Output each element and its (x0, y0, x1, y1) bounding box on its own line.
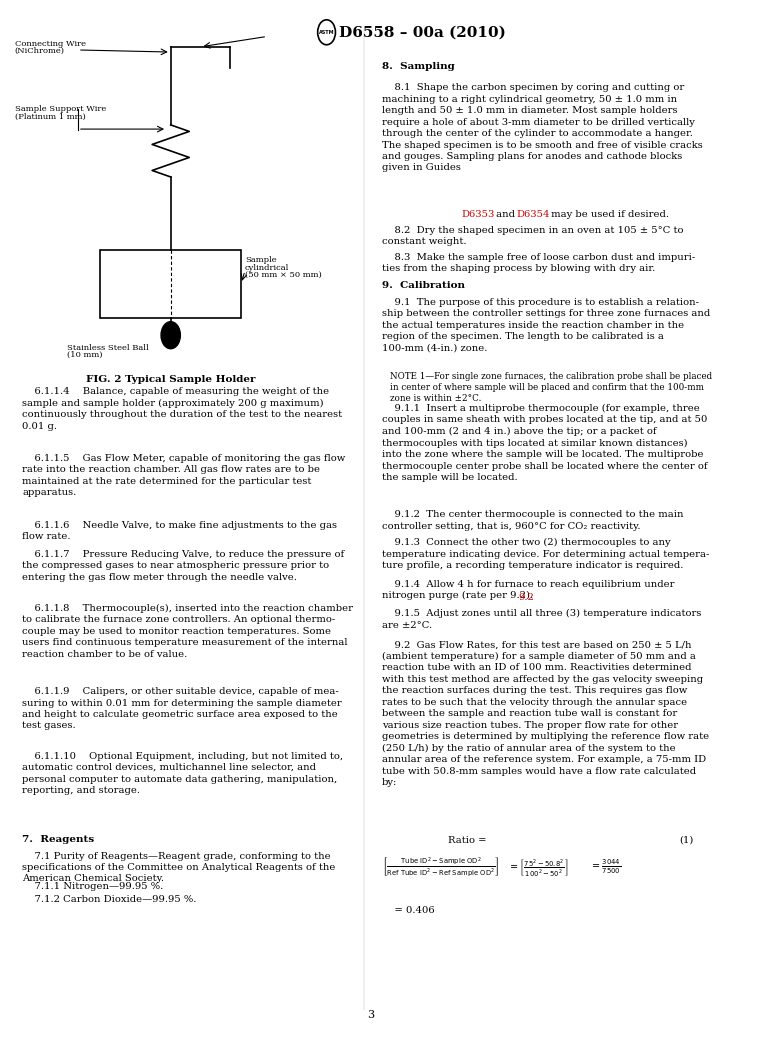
Text: 9.1.4  Allow 4 h for furnace to reach equilibrium under
nitrogen purge (rate per: 9.1.4 Allow 4 h for furnace to reach equ… (382, 580, 675, 601)
Text: (1): (1) (679, 836, 694, 845)
Text: (NiChrome): (NiChrome) (15, 47, 65, 55)
Text: ASTM: ASTM (319, 30, 335, 34)
Text: $\left[\frac{\mathrm{Tube\ ID}^2 - \mathrm{Sample\ OD}^2}{\mathrm{Ref\ Tube\ ID}: $\left[\frac{\mathrm{Tube\ ID}^2 - \math… (382, 856, 499, 879)
Text: 9.1.2  The center thermocouple is connected to the main
controller setting, that: 9.1.2 The center thermocouple is connect… (382, 510, 684, 531)
Text: 9.2  Gas Flow Rates, for this test are based on 250 ± 5 L/h
(ambient temperature: 9.2 Gas Flow Rates, for this test are ba… (382, 640, 710, 787)
Text: 9.1.1  Insert a multiprobe thermocouple (for example, three
couples in same shea: 9.1.1 Insert a multiprobe thermocouple (… (382, 404, 708, 482)
Text: Stainless Steel Ball: Stainless Steel Ball (67, 344, 149, 352)
Text: D6558 – 00a (2010): D6558 – 00a (2010) (339, 25, 506, 40)
Text: FIG. 2 Typical Sample Holder: FIG. 2 Typical Sample Holder (86, 375, 255, 384)
Text: Connecting Wire: Connecting Wire (15, 40, 86, 48)
Text: 3: 3 (367, 1010, 375, 1020)
Text: $= \frac{3044}{7500}$: $= \frac{3044}{7500}$ (590, 858, 622, 877)
Text: 7.  Reagents: 7. Reagents (23, 835, 94, 844)
Text: 6.1.1.10  Optional Equipment, including, but not limited to,
automatic control d: 6.1.1.10 Optional Equipment, including, … (23, 752, 343, 795)
Text: 7.1 Purity of Reagents—Reagent grade, conforming to the
specifications of the Co: 7.1 Purity of Reagents—Reagent grade, co… (23, 852, 335, 884)
Text: 9.2: 9.2 (518, 593, 534, 603)
Text: 6.1.1.7  Pressure Reducing Valve, to reduce the pressure of
the compressed gases: 6.1.1.7 Pressure Reducing Valve, to redu… (23, 550, 345, 582)
Text: Ratio =: Ratio = (448, 836, 487, 845)
Text: (10 mm): (10 mm) (67, 351, 102, 359)
Text: = 0.406: = 0.406 (382, 906, 435, 915)
Text: 7.1.2 Carbon Dioxide—99.95 %.: 7.1.2 Carbon Dioxide—99.95 %. (23, 895, 197, 905)
Bar (100, 250, 241, 318)
Text: Sample: Sample (245, 256, 276, 264)
Circle shape (161, 322, 180, 349)
Text: 9.1.3  Connect the other two (2) thermocouples to any
temperature indicating dev: 9.1.3 Connect the other two (2) thermoco… (382, 538, 710, 570)
Text: D6354: D6354 (517, 210, 550, 219)
Text: 9.1.5  Adjust zones until all three (3) temperature indicators
are ±2°C.: 9.1.5 Adjust zones until all three (3) t… (382, 609, 702, 630)
Text: cylindrical: cylindrical (245, 263, 289, 272)
Text: D6353: D6353 (461, 210, 495, 219)
Text: Sample Support Wire: Sample Support Wire (15, 105, 106, 113)
Text: 6.1.1.6  Needle Valve, to make fine adjustments to the gas
flow rate.: 6.1.1.6 Needle Valve, to make fine adjus… (23, 520, 338, 541)
Text: 6.1.1.9  Calipers, or other suitable device, capable of mea-
suring to within 0.: 6.1.1.9 Calipers, or other suitable devi… (23, 687, 342, 731)
Text: NOTE 1—For single zone furnaces, the calibration probe shall be placed
in center: NOTE 1—For single zone furnaces, the cal… (390, 372, 712, 403)
Text: 8.3  Make the sample free of loose carbon dust and impuri-
ties from the shaping: 8.3 Make the sample free of loose carbon… (382, 253, 696, 274)
Text: 9.  Calibration: 9. Calibration (382, 281, 465, 290)
Text: may be used if desired.: may be used if desired. (548, 210, 669, 219)
Text: 9.1  The purpose of this procedure is to establish a relation-
ship between the : 9.1 The purpose of this procedure is to … (382, 298, 710, 353)
Text: 6.1.1.5  Gas Flow Meter, capable of monitoring the gas flow
rate into the reacti: 6.1.1.5 Gas Flow Meter, capable of monit… (23, 454, 345, 498)
Text: and: and (492, 210, 518, 219)
Text: 6.1.1.4  Balance, capable of measuring the weight of the
sample and sample holde: 6.1.1.4 Balance, capable of measuring th… (23, 387, 342, 431)
Text: $= \left[\frac{75^2 - 50.8^2}{100^2 - 50^2}\right]$: $= \left[\frac{75^2 - 50.8^2}{100^2 - 50… (508, 857, 569, 878)
Text: 8.1  Shape the carbon specimen by coring and cutting or
machining to a right cyl: 8.1 Shape the carbon specimen by coring … (382, 83, 703, 173)
Text: (50 mm × 50 mm): (50 mm × 50 mm) (245, 271, 321, 279)
Text: 7.1.1 Nitrogen—99.95 %.: 7.1.1 Nitrogen—99.95 %. (23, 882, 163, 891)
Text: 6.1.1.8  Thermocouple(s), inserted into the reaction chamber
to calibrate the fu: 6.1.1.8 Thermocouple(s), inserted into t… (23, 604, 353, 659)
Text: (Platinum 1 mm): (Platinum 1 mm) (15, 112, 86, 121)
Text: 8.2  Dry the shaped specimen in an oven at 105 ± 5°C to
constant weight.: 8.2 Dry the shaped specimen in an oven a… (382, 226, 684, 247)
Text: 8.  Sampling: 8. Sampling (382, 62, 455, 72)
